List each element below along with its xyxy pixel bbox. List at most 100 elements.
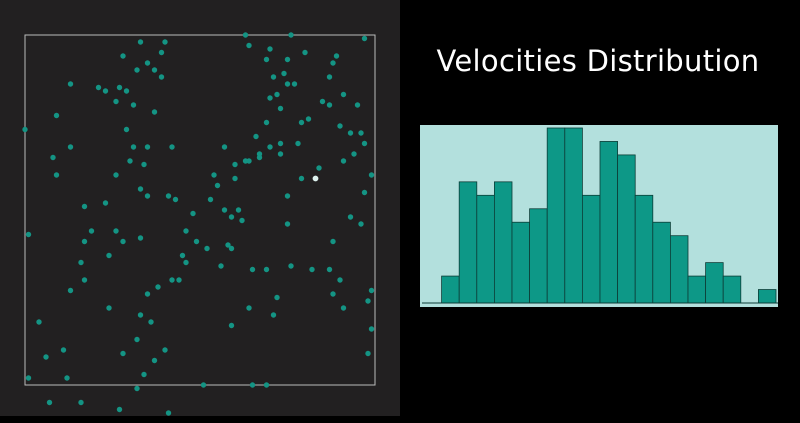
particle (221, 207, 228, 213)
particle (158, 49, 165, 56)
histogram-bar (722, 275, 742, 304)
particle (64, 375, 70, 381)
particle (228, 322, 235, 329)
particle (88, 228, 95, 234)
particle (134, 336, 140, 343)
particle (221, 144, 228, 150)
particle (81, 203, 88, 210)
particle (277, 151, 284, 157)
particle (333, 53, 340, 59)
particle (239, 217, 245, 224)
particle (249, 266, 256, 273)
particle (267, 144, 273, 150)
particle (169, 277, 175, 283)
particle (116, 84, 123, 91)
particles (22, 32, 375, 416)
chart-title: Velocities Distribution (436, 44, 760, 78)
particle (284, 221, 291, 227)
simulation-panel (0, 0, 400, 416)
tracked-particle (312, 175, 319, 182)
particle (235, 207, 242, 213)
particle (354, 102, 361, 108)
particle (137, 186, 144, 192)
particle (337, 123, 343, 129)
histogram-bar (546, 127, 566, 304)
particle (148, 319, 154, 325)
particle (193, 238, 200, 245)
particle (151, 67, 158, 73)
particle (67, 287, 74, 294)
particle (368, 172, 375, 178)
histogram-bar (494, 181, 513, 304)
histogram-bar (458, 181, 478, 304)
particle (53, 112, 60, 119)
particle (228, 245, 235, 252)
histogram-bar (757, 289, 777, 304)
histogram-bar (634, 194, 654, 304)
particle (113, 172, 119, 178)
particle (172, 196, 179, 203)
particle (316, 165, 322, 171)
particle (267, 95, 273, 101)
particle (365, 298, 371, 304)
particle (263, 382, 270, 388)
particle (190, 210, 196, 217)
particle (358, 221, 364, 227)
particle (309, 266, 315, 273)
histogram-bar (705, 262, 724, 304)
particle (116, 406, 123, 413)
particle (277, 105, 284, 112)
particle (130, 102, 137, 108)
particle (228, 214, 235, 220)
particle (263, 266, 270, 273)
particle (214, 182, 221, 189)
histogram-bar (529, 208, 548, 304)
particle (347, 214, 354, 220)
particle (204, 245, 210, 252)
particle (256, 154, 263, 161)
particle (288, 32, 294, 38)
particle (137, 235, 144, 241)
particle (113, 228, 119, 234)
particle (326, 266, 333, 273)
particle (95, 84, 102, 91)
particle (144, 291, 151, 297)
particle (274, 294, 280, 301)
particle (319, 98, 326, 105)
particle (134, 67, 140, 73)
particle (123, 88, 130, 94)
histogram-bar (476, 194, 495, 304)
particle (158, 74, 165, 80)
particle (36, 319, 42, 325)
particle (25, 375, 32, 381)
particle (337, 277, 343, 283)
particle (169, 144, 175, 150)
particle (298, 175, 305, 182)
particle (25, 231, 32, 238)
particle (232, 175, 238, 182)
histogram-bar (617, 154, 636, 304)
particle (284, 56, 291, 63)
histogram-bar (564, 127, 583, 304)
particle (263, 56, 270, 63)
particle (106, 305, 112, 311)
particle (162, 347, 168, 353)
particle (249, 382, 256, 388)
particle (162, 39, 168, 45)
container-box (24, 34, 376, 386)
particle (365, 350, 371, 357)
particle (253, 133, 259, 140)
particle (165, 410, 172, 416)
particle (368, 326, 375, 332)
particle (330, 60, 336, 66)
particle-simulation (22, 32, 376, 416)
particle (144, 144, 151, 150)
particle (120, 53, 126, 59)
particle (106, 252, 112, 259)
histogram-bar (581, 194, 601, 304)
particle (53, 172, 60, 178)
particle (263, 119, 270, 126)
velocity-histogram (420, 125, 778, 307)
particle (361, 140, 368, 147)
particle (330, 238, 336, 245)
